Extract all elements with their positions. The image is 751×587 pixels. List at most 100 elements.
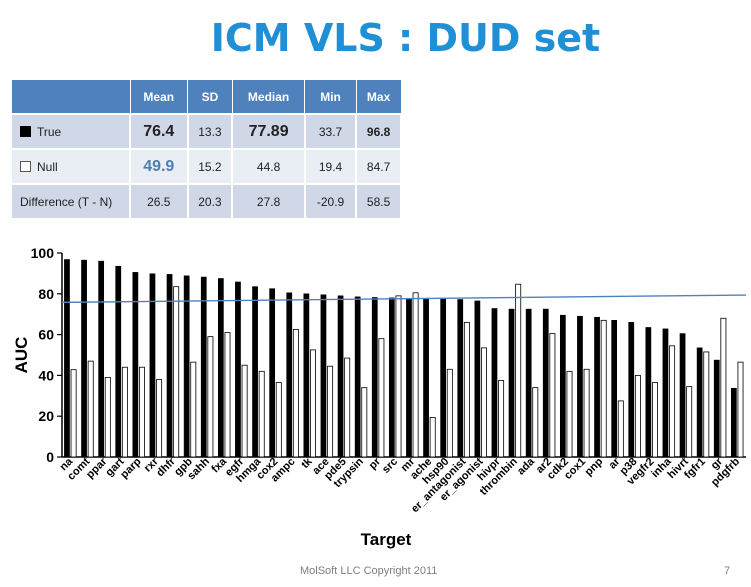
stats-cell-median: 77.89 bbox=[232, 113, 306, 149]
bar-null bbox=[344, 357, 351, 458]
stats-row-label: True bbox=[12, 113, 131, 149]
bar-true bbox=[440, 298, 447, 458]
bar-true bbox=[217, 278, 224, 458]
y-tick-label: 60 bbox=[38, 327, 54, 343]
bar-true bbox=[423, 297, 429, 458]
bar-null bbox=[412, 292, 419, 458]
page-number: 7 bbox=[724, 565, 731, 577]
stats-cell-max: 84.7 bbox=[356, 148, 402, 184]
stats-table: Mean SD Median Min Max True 76.4 13.3 77… bbox=[12, 80, 402, 218]
bar-true bbox=[183, 275, 190, 458]
bar-null bbox=[566, 370, 573, 458]
stats-cell-sd: 13.3 bbox=[187, 113, 234, 149]
bar-null bbox=[241, 364, 248, 458]
stats-cell-min: 19.4 bbox=[304, 148, 358, 184]
bar-null bbox=[481, 347, 487, 458]
bar-null bbox=[737, 361, 744, 458]
x-tick-label: parp bbox=[118, 455, 144, 481]
bar-null bbox=[327, 365, 334, 458]
stats-header-min: Min bbox=[304, 80, 357, 114]
bar-true bbox=[354, 296, 361, 458]
bar-true bbox=[64, 259, 70, 458]
bar-null bbox=[669, 345, 676, 458]
bar-null bbox=[583, 368, 590, 458]
stats-cell-sd: 15.2 bbox=[187, 148, 234, 184]
stats-cell-mean: 26.5 bbox=[130, 183, 189, 218]
bar-null bbox=[634, 374, 641, 458]
bar-true bbox=[491, 308, 498, 458]
bar-true bbox=[542, 308, 549, 458]
stats-cell-mean: 49.9 bbox=[130, 148, 189, 184]
stats-header-mean: Mean bbox=[130, 80, 189, 114]
mean-reference-line bbox=[61, 294, 747, 304]
stats-cell-min: 33.7 bbox=[304, 113, 358, 149]
bar-null bbox=[190, 361, 197, 458]
bar-true bbox=[525, 308, 532, 458]
bar-true bbox=[98, 260, 105, 458]
bar-true bbox=[269, 288, 276, 458]
bar-null bbox=[104, 377, 111, 458]
bar-true bbox=[679, 333, 686, 458]
bar-true bbox=[730, 387, 737, 458]
empty-square-icon bbox=[20, 160, 31, 172]
bar-null bbox=[429, 417, 436, 458]
stats-header-row: Mean SD Median Min Max bbox=[12, 80, 402, 114]
bar-true bbox=[474, 300, 481, 458]
x-tick-label: src bbox=[380, 456, 400, 476]
bar-true bbox=[149, 273, 156, 458]
row-label-text: Null bbox=[37, 159, 58, 174]
bar-null bbox=[258, 370, 265, 458]
stats-row-label: Null bbox=[12, 148, 131, 184]
bar-null bbox=[463, 321, 470, 458]
bar-true bbox=[696, 347, 703, 458]
x-axis-title: Target bbox=[361, 530, 412, 549]
bar-null bbox=[446, 368, 453, 458]
bar-null bbox=[395, 295, 402, 458]
bar-null bbox=[292, 329, 299, 458]
stats-cell-mean: 76.4 bbox=[130, 113, 189, 149]
bar-true bbox=[508, 308, 515, 458]
bar-true bbox=[559, 314, 566, 458]
bar-null bbox=[652, 382, 658, 458]
slide-title: ICM VLS : DUD set bbox=[210, 16, 601, 60]
bar-null bbox=[70, 369, 77, 458]
stats-cell-max: 58.5 bbox=[356, 183, 402, 218]
bar-true bbox=[337, 295, 344, 458]
stats-row-label: Difference (T - N) bbox=[12, 183, 131, 218]
bar-null bbox=[515, 283, 522, 458]
bar-null bbox=[549, 333, 556, 458]
bar-true bbox=[594, 316, 600, 458]
bar-true bbox=[388, 297, 395, 458]
bar-null bbox=[121, 366, 128, 458]
bar-true bbox=[320, 294, 327, 458]
bar-true bbox=[286, 292, 293, 458]
bar-true bbox=[235, 281, 241, 458]
bar-true bbox=[662, 328, 669, 458]
bar-null bbox=[275, 382, 282, 458]
bar-null bbox=[310, 349, 316, 458]
stats-row-null: Null 49.9 15.2 44.8 19.4 84.7 bbox=[12, 148, 402, 184]
bar-true bbox=[406, 297, 412, 458]
y-tick-label: 20 bbox=[38, 408, 54, 424]
bar-true bbox=[303, 293, 310, 458]
bar-null bbox=[617, 400, 624, 458]
bar-null bbox=[600, 319, 607, 458]
bar-true bbox=[457, 299, 464, 458]
bar-null bbox=[87, 360, 94, 458]
bar-true bbox=[611, 320, 618, 458]
bar-null bbox=[720, 317, 727, 458]
stats-header-median: Median bbox=[232, 80, 306, 114]
stats-cell-min: -20.9 bbox=[304, 183, 358, 218]
bar-true bbox=[200, 276, 207, 458]
row-label-text: True bbox=[37, 124, 62, 139]
stats-header-max: Max bbox=[356, 80, 402, 114]
stats-cell-max: 96.8 bbox=[356, 113, 402, 149]
bar-true bbox=[628, 322, 635, 458]
x-tick-label: pnp bbox=[583, 455, 606, 478]
auc-bar-chart: 020406080100nacomtppargartparprxrdhfrgpb… bbox=[12, 245, 747, 549]
y-tick-label: 100 bbox=[31, 245, 55, 261]
footer-copyright: MolSoft LLC Copyright 2011 bbox=[300, 565, 438, 577]
bar-true bbox=[252, 286, 258, 458]
bar-true bbox=[115, 265, 122, 458]
stats-cell-median: 44.8 bbox=[232, 148, 306, 184]
